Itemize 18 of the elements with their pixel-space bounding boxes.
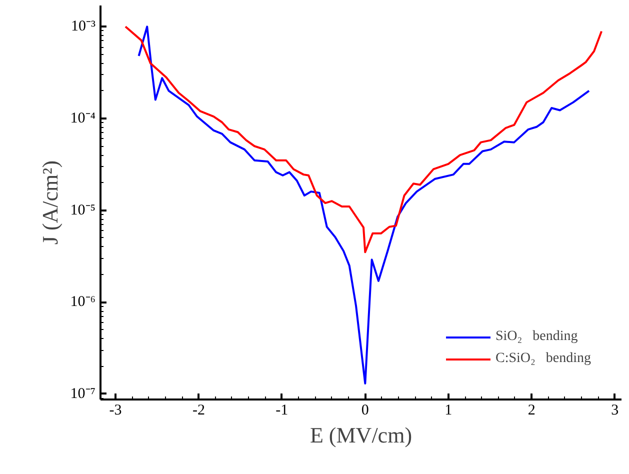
y-tick-label: 10⁻⁶ [70,294,96,310]
y-tick-label: 10⁻⁵ [70,202,96,218]
legend-label: SiO₂ bending [496,329,578,345]
x-tick-label: 0 [361,402,369,418]
y-tick-label: 10⁻⁴ [70,110,96,126]
line-series [138,26,590,384]
x-tick-label: 3 [611,402,619,418]
y-tick-label: 10⁻⁷ [70,386,96,402]
x-axis-title: E (MV/cm) [310,422,412,448]
legend-label: C:SiO₂ bending [496,351,591,367]
x-tick-label: -2 [192,402,205,418]
x-tick-label: 1 [444,402,452,418]
x-tick-label: -1 [276,402,288,418]
x-tick-label: -3 [109,402,122,418]
line-series [124,26,603,254]
y-axis-title: J (A/cm²) [37,160,62,245]
x-tick-label: 2 [528,402,536,418]
y-tick-label: 10⁻³ [71,18,96,35]
